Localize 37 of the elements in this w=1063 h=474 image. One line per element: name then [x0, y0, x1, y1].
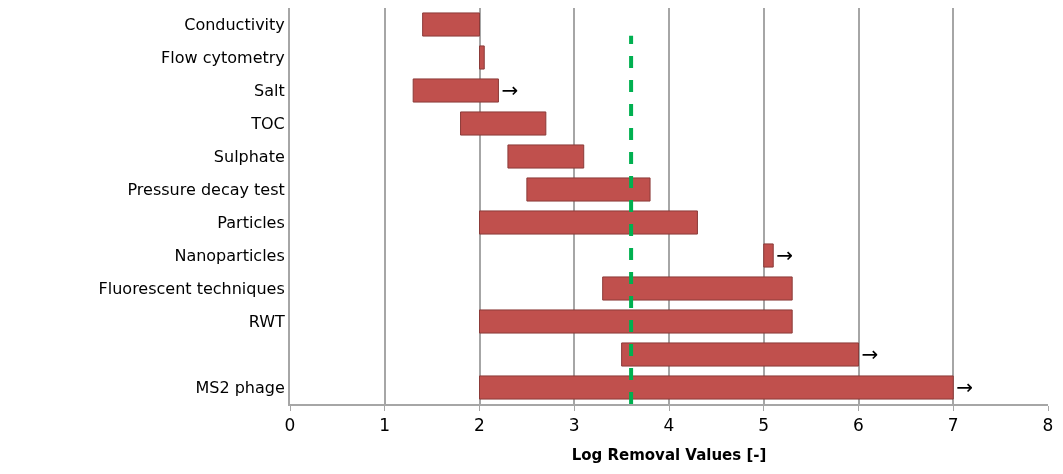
- x-axis-title: Log Removal Values [-]: [571, 446, 767, 464]
- data-label: →: [501, 78, 519, 103]
- bar: [507, 144, 585, 169]
- y-tick-label: Pressure decay test: [127, 180, 285, 200]
- bar: [763, 243, 774, 268]
- x-tick-label: 0: [284, 415, 296, 436]
- data-label: →: [861, 342, 879, 367]
- y-tick-label: Fluorescent techniques: [98, 279, 285, 299]
- x-tick-label: 7: [947, 415, 959, 436]
- x-tick-label: 2: [474, 415, 485, 436]
- y-tick-label: Particles: [217, 213, 285, 233]
- y-tick-label: Salt: [254, 81, 285, 101]
- bar: [460, 111, 547, 136]
- bar: [479, 375, 954, 400]
- bar: [412, 78, 499, 103]
- x-tick-label: 5: [758, 415, 770, 436]
- x-tick-label: 1: [379, 415, 391, 436]
- bar: [479, 309, 793, 334]
- x-tick-label: 6: [853, 415, 864, 436]
- y-tick-label: Nanoparticles: [174, 246, 285, 266]
- bar: [602, 276, 793, 301]
- bar: [621, 342, 859, 367]
- y-tick-label: RWT: [248, 312, 286, 332]
- bar: [526, 177, 651, 202]
- x-tick-label: 3: [568, 415, 580, 436]
- bar: [479, 45, 485, 70]
- data-label: →: [776, 243, 794, 268]
- y-tick-label: MS2 phage: [195, 378, 285, 398]
- bar: [422, 12, 480, 37]
- y-tick-label: Sulphate: [213, 147, 285, 167]
- bar: [479, 210, 698, 235]
- data-label: →: [956, 375, 974, 400]
- y-tick-label: Flow cytometry: [161, 48, 285, 68]
- y-tick-label: Conductivity: [184, 15, 285, 35]
- x-tick-label: 8: [1042, 415, 1054, 436]
- y-tick-label: TOC: [250, 114, 285, 134]
- x-tick-label: 4: [663, 415, 675, 436]
